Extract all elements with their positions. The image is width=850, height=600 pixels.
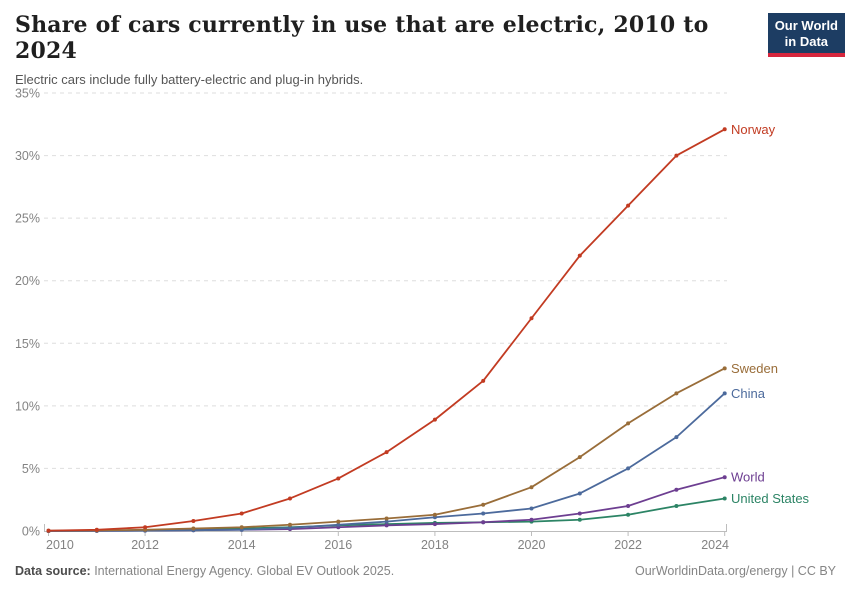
data-source-label: Data source: — [15, 564, 91, 578]
license-note: OurWorldinData.org/energy | CC BY — [634, 564, 836, 578]
chart-header: Share of cars currently in use that are … — [15, 12, 760, 87]
series-point-world — [384, 523, 389, 528]
series-point-world — [674, 487, 679, 492]
series-point-sweden — [288, 522, 292, 527]
x-axis-tick-label: 2012 — [131, 538, 159, 552]
series-point-china — [674, 435, 679, 440]
series-point-norway — [46, 528, 51, 533]
series-point-china — [384, 519, 389, 524]
data-source-note: Data source: International Energy Agency… — [15, 564, 394, 578]
series-point-norway — [143, 525, 148, 530]
chart-subtitle: Electric cars include fully battery-elec… — [15, 71, 364, 87]
series-point-world — [481, 520, 486, 525]
series-label-china: China — [731, 386, 766, 401]
owid-logo: Our World in Data — [767, 13, 845, 58]
series-point-sweden — [384, 516, 389, 521]
series-point-world — [626, 503, 631, 508]
series-point-norway — [288, 496, 292, 501]
series-point-norway — [577, 253, 582, 258]
series-point-world — [577, 511, 582, 516]
y-axis-tick-label: 30% — [15, 149, 40, 163]
series-point-norway — [674, 153, 679, 158]
series-point-sweden — [577, 455, 582, 460]
series-point-china — [336, 522, 341, 527]
series-point-norway — [336, 476, 341, 481]
series-point-world — [722, 475, 727, 480]
x-axis-tick-label: 2018 — [421, 538, 449, 552]
series-point-sweden — [626, 421, 631, 426]
series-point-sweden — [722, 366, 727, 371]
x-axis-tick-label: 2020 — [518, 538, 546, 552]
y-axis-tick-label: 20% — [15, 274, 40, 288]
series-point-china — [529, 506, 534, 511]
series-point-norway — [384, 450, 389, 455]
series-point-united-states — [626, 512, 631, 517]
series-point-sweden — [336, 519, 341, 524]
series-point-sweden — [529, 485, 534, 490]
series-line-china — [47, 392, 726, 532]
y-axis-tick-label: 15% — [15, 337, 40, 351]
owid-logo-line2: in Data — [784, 33, 829, 49]
series-point-norway — [239, 511, 244, 516]
series-point-united-states — [577, 517, 582, 522]
series-point-norway — [626, 203, 631, 208]
owid-logo-line1: Our World — [774, 18, 838, 33]
series-point-sweden — [191, 526, 196, 531]
y-axis-tick-label: 35% — [15, 87, 40, 101]
x-axis-tick-label: 2010 — [46, 538, 74, 552]
y-axis-tick-label: 25% — [15, 212, 40, 226]
x-axis-tick-label: 2022 — [614, 538, 642, 552]
series-point-china — [722, 391, 727, 396]
series-point-norway — [529, 316, 534, 321]
series-point-china — [288, 525, 292, 530]
x-axis-tick-label: 2014 — [228, 538, 256, 552]
series-point-sweden — [481, 502, 486, 507]
series-point-norway — [722, 127, 727, 132]
y-axis-tick-label: 5% — [22, 462, 40, 476]
series-label-norway: Norway — [731, 122, 776, 137]
series-label-united-states: United States — [731, 491, 810, 506]
series-point-norway — [481, 378, 486, 383]
x-axis-tick-label: 2024 — [701, 538, 729, 552]
series-point-world — [432, 522, 437, 527]
y-axis-tick-label: 0% — [22, 525, 40, 539]
series-point-norway — [94, 527, 99, 532]
data-source-text: International Energy Agency. Global EV O… — [90, 564, 395, 578]
series-point-sweden — [674, 391, 679, 396]
chart-footer: Data source: International Energy Agency… — [15, 564, 836, 578]
series-point-china — [626, 466, 631, 471]
series-point-norway — [432, 417, 437, 422]
series-point-sweden — [239, 525, 244, 530]
chart-title: Share of cars currently in use that are … — [15, 12, 709, 65]
series-point-sweden — [432, 512, 437, 517]
series-label-sweden: Sweden — [731, 361, 778, 376]
series-point-china — [481, 511, 486, 516]
series-point-china — [577, 491, 582, 496]
series-point-united-states — [722, 496, 727, 501]
series-point-united-states — [674, 503, 679, 508]
y-axis-tick-label: 10% — [15, 399, 40, 413]
series-label-world: World — [731, 470, 765, 485]
series-point-world — [529, 517, 534, 522]
series-point-norway — [191, 518, 196, 523]
x-axis-tick-label: 2016 — [324, 538, 352, 552]
